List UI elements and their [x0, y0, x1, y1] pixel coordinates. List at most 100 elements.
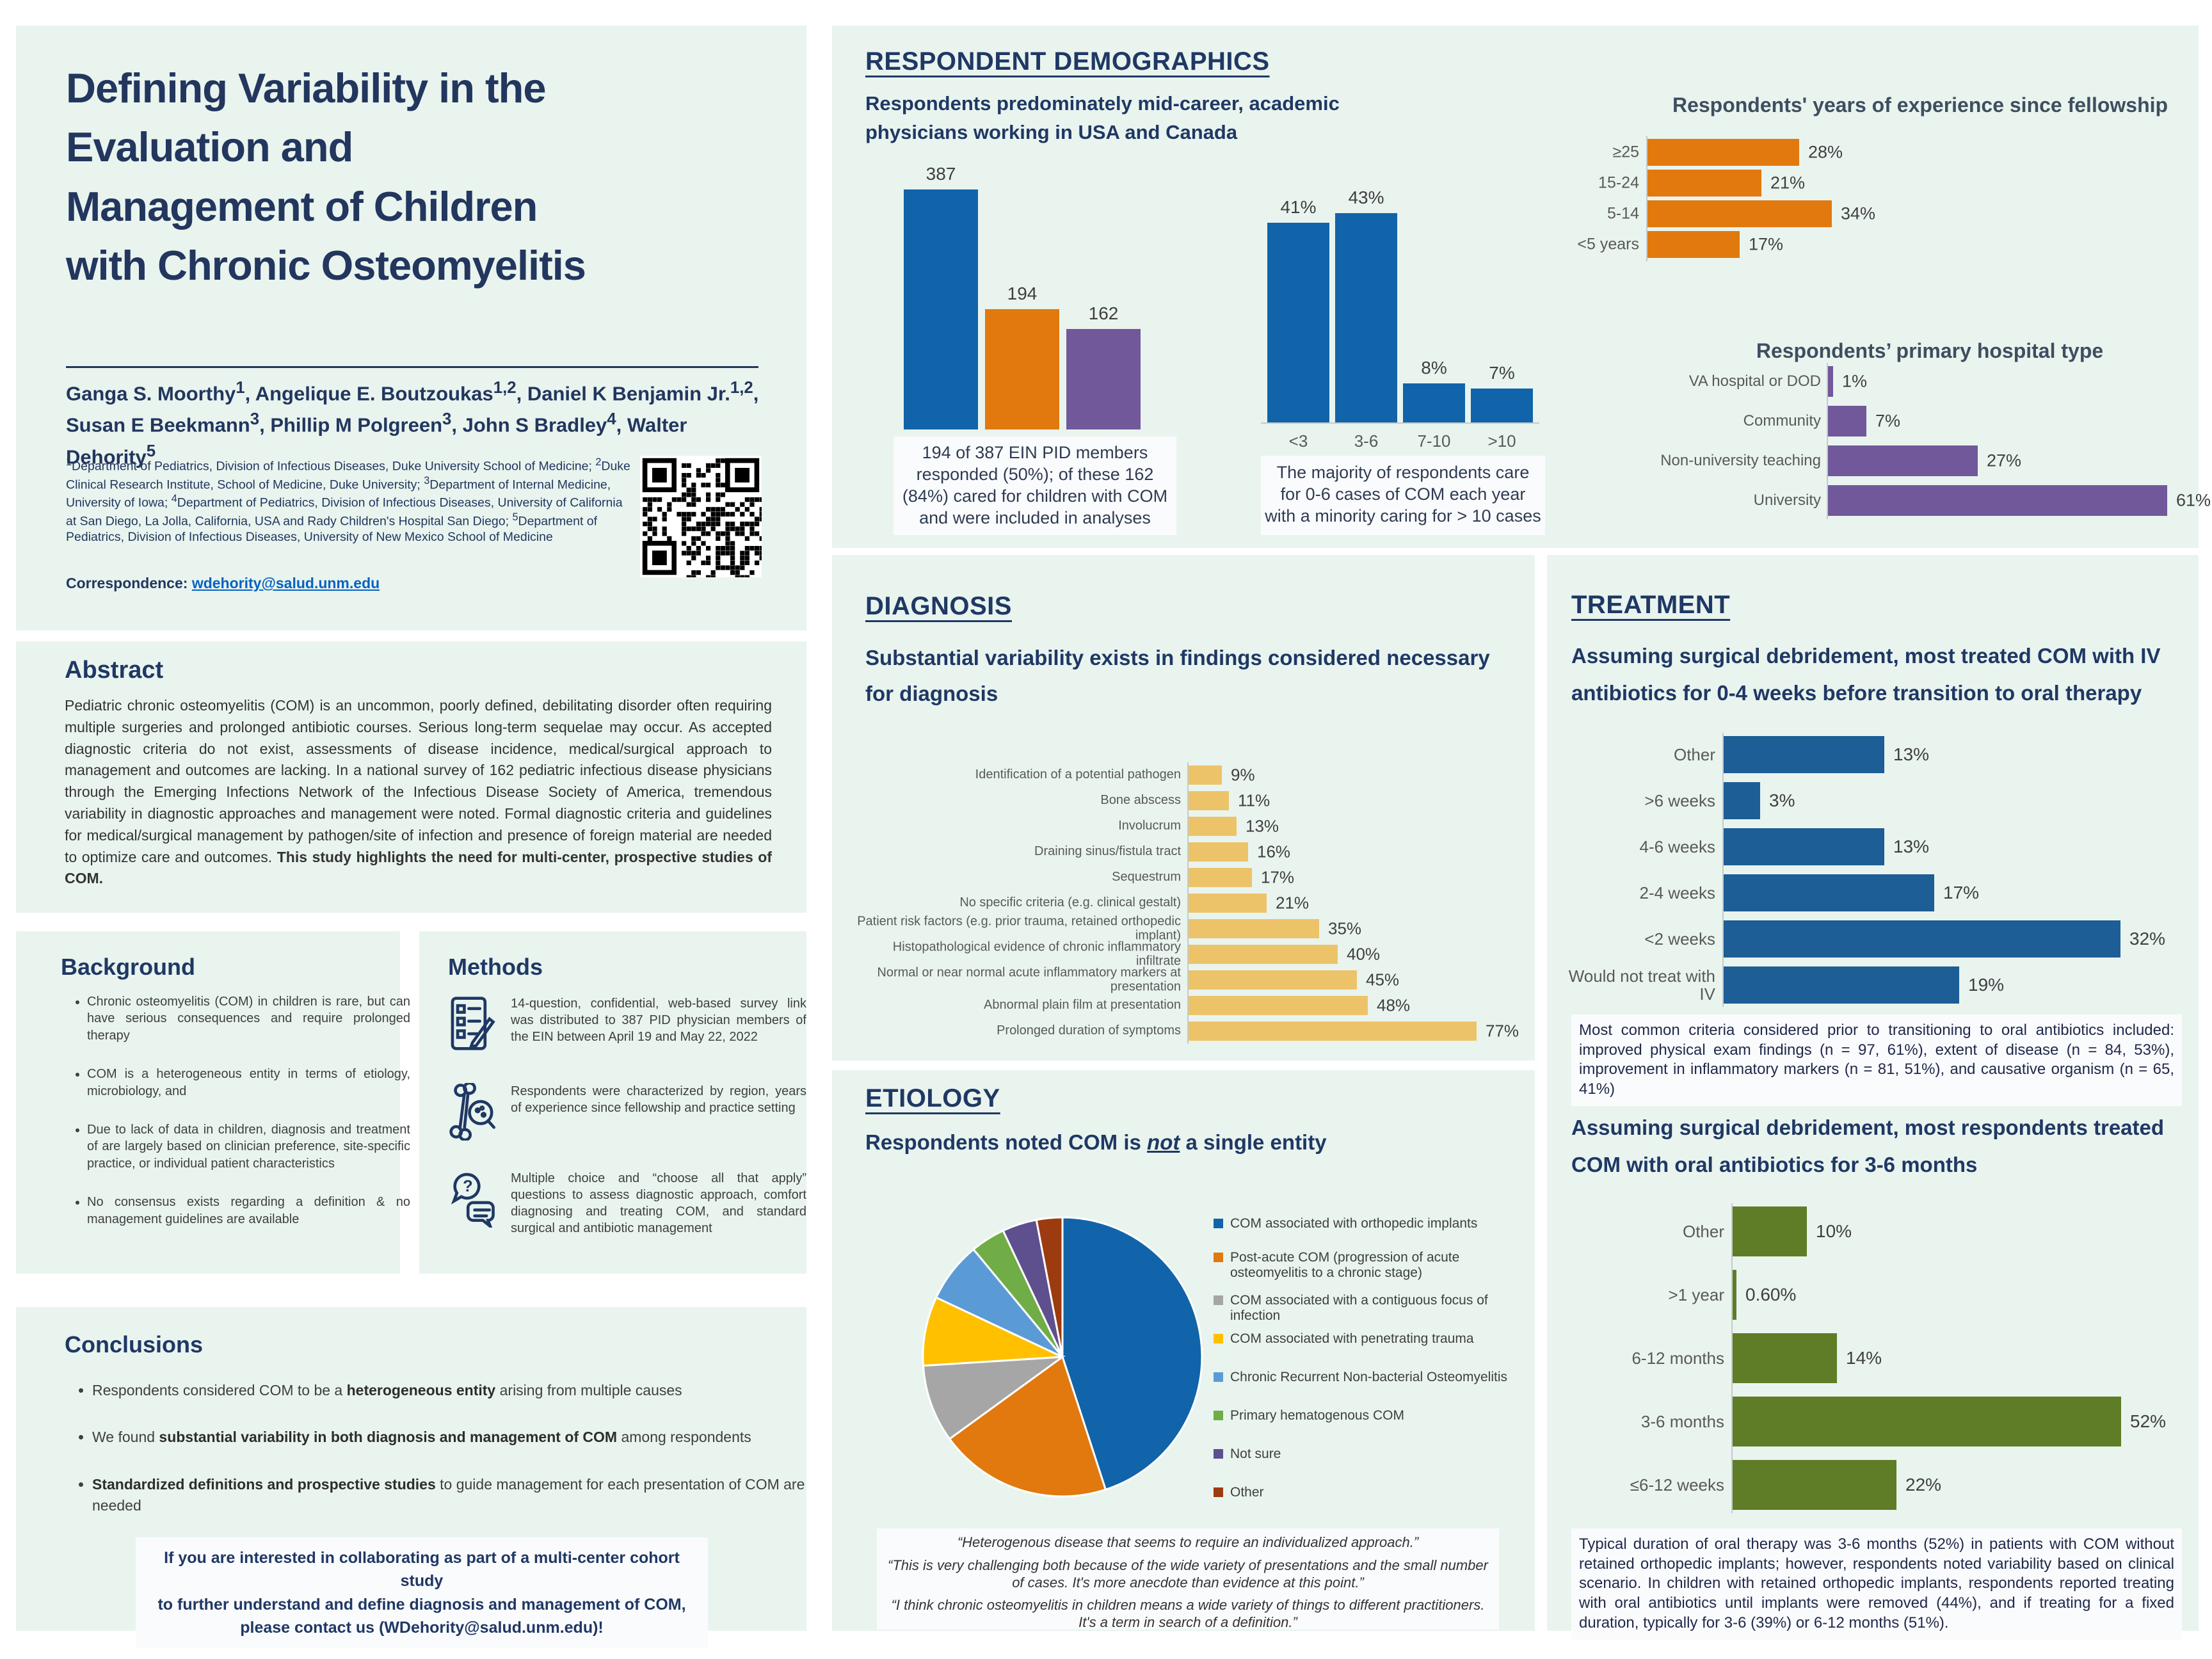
quote: “Heterogenous disease that seems to requ… [957, 1534, 1419, 1550]
bar [1471, 389, 1533, 422]
bar [1403, 383, 1465, 422]
methods-item-text: 14-question, confidential, web-based sur… [511, 997, 806, 1044]
value-label: 17% [1749, 234, 1784, 254]
value-label: 3% [1769, 790, 1795, 810]
category-label: 15-24 [1598, 173, 1639, 192]
legend-label: Chronic Recurrent Non-bacterial Osteomye… [1230, 1370, 1507, 1384]
bar [1732, 1270, 1736, 1320]
bar [1188, 996, 1368, 1015]
bar [1732, 1206, 1807, 1256]
value-label: 41% [1280, 197, 1317, 217]
category-label: 2-4 weeks [1639, 883, 1716, 902]
methods-heading: Methods [448, 954, 543, 980]
axis-line [1261, 422, 1539, 424]
ein-response-caption: 194 of 387 EIN PID members responded (50… [894, 437, 1176, 535]
correspondence-label: Correspondence: [66, 575, 188, 591]
chart-row: 6-12 months 14% [1549, 1333, 2189, 1383]
axis-line [1187, 762, 1189, 1044]
axis-line [1722, 733, 1724, 1007]
category-label: ≥25 [1612, 143, 1639, 161]
value-label: 52% [2130, 1411, 2167, 1431]
value-label: 21% [1770, 173, 1806, 193]
chart-row: Draining sinus/fistula tract 16% [856, 842, 1528, 862]
ein-response-chart: 387 194 162 [904, 160, 1262, 432]
value-label: 14% [1846, 1348, 1882, 1368]
treatment-oral-subheading: Assuming surgical debridement, most resp… [1571, 1116, 2165, 1176]
legend-label: COM associated with a contiguous focus o… [1230, 1293, 1488, 1323]
chart-row: Involucrum 13% [856, 817, 1528, 836]
chart-row: Sequestrum 17% [856, 868, 1528, 887]
qr-code [640, 456, 762, 577]
value-label: 7% [1875, 411, 1901, 431]
category-label: University [1753, 492, 1821, 509]
bar [1188, 765, 1222, 785]
chart-row: Would not treat with IV 19% [1549, 966, 2189, 1004]
bar [1188, 1022, 1477, 1041]
chart-row: ≥25 28% [1549, 139, 2189, 166]
question-icon: ? [451, 1173, 495, 1228]
category-label: 5-14 [1607, 204, 1639, 223]
chart-row: 2-4 weeks 17% [1549, 874, 2189, 911]
bar [1732, 1397, 2121, 1447]
value-label: 48% [1377, 995, 1411, 1015]
category-label: Draining sinus/fistula tract [1034, 844, 1181, 859]
correspondence-email-link[interactable]: wdehority@salud.unm.edu [191, 575, 380, 591]
bar [1647, 200, 1832, 227]
affiliations: 1Department of Pediatrics, Division of I… [66, 456, 630, 544]
chart-row: 15-24 21% [1549, 170, 2189, 196]
chart-row: <2 weeks 32% [1549, 920, 2189, 958]
chart-row: VA hospital or DOD 1% [1549, 366, 2189, 397]
chart-row: Bone abscess 11% [856, 791, 1528, 810]
experience-chart-title: Respondents' years of experience since f… [1672, 93, 2168, 116]
pie-slice [1035, 1216, 1064, 1358]
conclusions-bullet: Respondents considered COM to be a heter… [92, 1380, 809, 1401]
oral-duration-note: Typical duration of oral therapy was 3-6… [1571, 1528, 2182, 1640]
cases-per-year-chart: 41% <3 43% 3-6 8% 7-10 7% >10 [1261, 188, 1543, 454]
legend-item: COM associated with orthopedic implants [1214, 1216, 1537, 1231]
value-label: 16% [1257, 842, 1291, 862]
bar [1723, 966, 1959, 1004]
category-label: <5 years [1577, 235, 1639, 253]
value-label: 77% [1486, 1021, 1519, 1041]
pie-slice [922, 1296, 1063, 1367]
value-label: 22% [1905, 1475, 1942, 1495]
bar [1335, 213, 1397, 422]
category-label: No specific criteria (e.g. clinical gest… [959, 895, 1181, 910]
bar [1723, 736, 1884, 773]
demographics-heading: RESPONDENT DEMOGRAPHICS [865, 47, 1270, 76]
value-label: 32% [2129, 929, 2166, 949]
conclusions-bullet-list: Respondents considered COM to be a heter… [76, 1380, 809, 1542]
category-label: Patient risk factors (e.g. prior trauma,… [857, 914, 1181, 942]
abstract-heading: Abstract [65, 657, 164, 684]
bar [1723, 920, 2120, 958]
bar [1723, 874, 1934, 911]
value-label: 27% [1987, 451, 2022, 470]
x-tick-label: >10 [1487, 431, 1516, 451]
value-label: 17% [1943, 883, 1980, 902]
value-label: 43% [1348, 188, 1384, 207]
quote: “I think chronic osteomyelitis in childr… [891, 1597, 1485, 1631]
value-label: 7% [1489, 363, 1515, 383]
bar [1827, 485, 2167, 516]
value-label: 162 [1088, 303, 1119, 323]
bar [1188, 817, 1237, 836]
legend-swatch [1214, 1372, 1223, 1382]
pie-slice [948, 1355, 1107, 1498]
authors: Ganga S. Moorthy1, Angelique E. Boutzouk… [66, 379, 759, 469]
value-label: 11% [1238, 790, 1270, 810]
x-tick-label: 7-10 [1417, 431, 1451, 451]
correspondence: Correspondence: wdehority@salud.unm.edu [66, 575, 380, 592]
treatment-heading: TREATMENT [1571, 591, 1731, 619]
legend-swatch [1214, 1411, 1223, 1420]
legend-item: COM associated with a contiguous focus o… [1214, 1293, 1537, 1324]
legend-swatch [1214, 1334, 1223, 1343]
methods-item: 14-question, confidential, web-based sur… [448, 995, 806, 1053]
value-label: 61% [2176, 490, 2211, 510]
conclusions-heading: Conclusions [65, 1331, 204, 1358]
quotes-box: “Heterogenous disease that seems to requ… [877, 1528, 1499, 1630]
pie-slice [922, 1356, 1066, 1441]
diagnosis-heading: DIAGNOSIS [865, 592, 1012, 620]
etiology-subheading: Respondents noted COM is not a single en… [865, 1130, 1327, 1154]
value-label: 34% [1841, 204, 1876, 223]
value-label: 28% [1808, 142, 1843, 162]
